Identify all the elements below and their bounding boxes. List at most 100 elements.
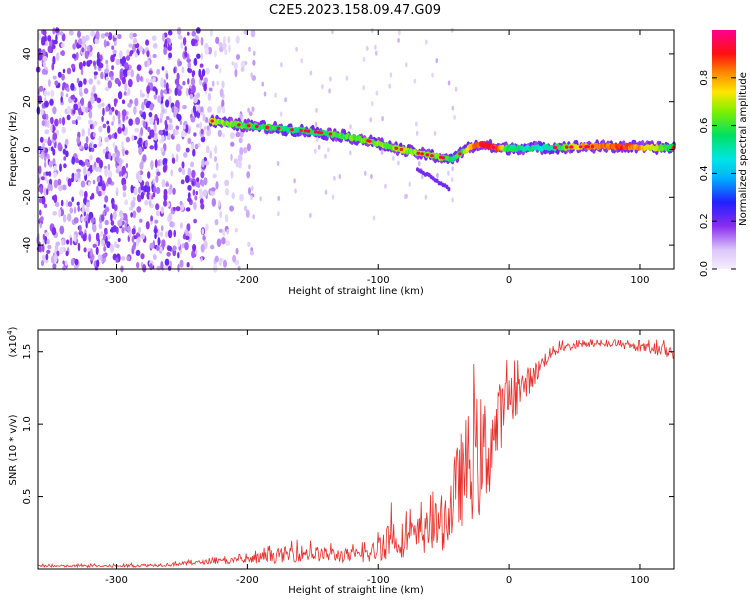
heatmap-cell: [128, 43, 133, 48]
heatmap-cell: [109, 243, 115, 253]
heatmap-cell: [327, 147, 330, 153]
heatmap-cell: [66, 87, 70, 92]
heatmap-cell: [47, 183, 52, 191]
heatmap-cell: [250, 29, 256, 38]
heatmap-cell: [58, 184, 63, 192]
heatmap-cell: [314, 121, 318, 127]
heatmap-cell: [40, 216, 44, 222]
heatmap-cell: [102, 183, 106, 191]
heatmap-cell: [108, 170, 113, 179]
heatmap-cell: [364, 170, 367, 176]
heatmap-cell: [388, 83, 392, 89]
heatmap-cell: [88, 181, 91, 186]
heatmap-cell: [70, 94, 76, 100]
heatmap-cell: [176, 113, 180, 120]
heatmap-cell: [316, 136, 319, 142]
heatmap-cell: [196, 177, 200, 183]
heatmap-cell: [155, 174, 159, 183]
heatmap-cell: [121, 99, 126, 105]
heatmap-cell: [136, 64, 142, 71]
heatmap-cell: [321, 84, 324, 90]
heatmap-cell: [176, 27, 182, 36]
heatmap-cell: [147, 59, 151, 67]
heatmap-cell: [148, 70, 153, 75]
heatmap-cell: [389, 72, 393, 78]
heatmap-cell: [246, 143, 251, 152]
heatmap-cell: [65, 199, 69, 208]
heatmap-cell: [175, 99, 180, 109]
heatmap-cell: [98, 62, 104, 69]
heatmap-cell: [102, 233, 107, 240]
heatmap-hotspot: [299, 128, 303, 133]
heatmap-cell: [41, 49, 46, 57]
heatmap-cell: [93, 74, 97, 80]
heatmap-cell: [41, 254, 46, 261]
heatmap-cell: [328, 88, 331, 94]
heatmap-cell: [73, 217, 79, 224]
heatmap-cell: [228, 44, 231, 53]
y-tick-label: -40: [22, 237, 33, 253]
heatmap-cell: [122, 184, 127, 191]
heatmap-cell: [131, 228, 136, 235]
heatmap-cell: [74, 264, 78, 269]
heatmap-cell: [218, 200, 221, 207]
heatmap-cell: [71, 63, 76, 69]
heatmap-cell: [72, 109, 76, 114]
heatmap-cell: [83, 78, 87, 85]
heatmap-cell: [164, 38, 168, 48]
heatmap-cell: [138, 46, 144, 52]
heatmap-cell: [87, 127, 91, 137]
heatmap-cell: [121, 177, 127, 186]
heatmap-cell: [81, 128, 85, 137]
heatmap-hotspot: [458, 152, 462, 156]
heatmap-cell: [54, 80, 59, 86]
heatmap-cell: [239, 193, 244, 202]
heatmap-cell: [219, 67, 222, 74]
heatmap-cell: [70, 258, 75, 266]
heatmap-cell: [222, 42, 227, 50]
heatmap-hotspot: [416, 151, 421, 155]
heatmap-cell: [73, 103, 78, 111]
heatmap-cell: [41, 243, 45, 253]
heatmap-cell: [135, 117, 140, 125]
heatmap-cell: [105, 76, 110, 81]
heatmap-cell: [200, 257, 203, 262]
heatmap-cell: [57, 178, 62, 186]
heatmap-cell: [185, 207, 191, 212]
heatmap-hotspot: [237, 123, 241, 127]
heatmap-cell: [159, 246, 163, 252]
heatmap-cell: [204, 117, 209, 123]
heatmap-cell: [78, 225, 82, 233]
heatmap-cell: [52, 211, 58, 216]
heatmap-cell: [210, 28, 213, 37]
heatmap-cell: [150, 129, 155, 138]
heatmap-cell: [146, 100, 152, 105]
heatmap-cell: [75, 119, 78, 126]
heatmap-cell: [77, 101, 81, 110]
heatmap-cell: [110, 76, 114, 81]
heatmap-cell: [180, 41, 184, 49]
heatmap-cell: [39, 136, 44, 143]
heatmap-cell: [40, 176, 45, 181]
heatmap-cell: [42, 142, 45, 147]
heatmap-cell: [60, 96, 63, 103]
heatmap-cell: [114, 145, 118, 154]
heatmap-cell: [185, 87, 189, 97]
heatmap-cell: [169, 184, 173, 190]
heatmap-cell: [165, 99, 170, 108]
heatmap-cell: [51, 62, 55, 71]
heatmap-cell: [447, 187, 451, 192]
heatmap-cell: [182, 81, 186, 86]
heatmap-cell: [136, 193, 142, 203]
heatmap-cell: [78, 80, 83, 88]
heatmap-cell: [96, 259, 100, 268]
heatmap-cell: [115, 58, 121, 66]
heatmap-cell: [160, 261, 164, 270]
heatmap-cell: [219, 228, 223, 233]
heatmap-cell: [90, 92, 94, 97]
heatmap-cell: [86, 213, 89, 220]
heatmap-cell: [132, 196, 136, 202]
heatmap-cell: [157, 159, 161, 167]
colorbar: 0.0 0.2 0.4 0.6 0.8 Normalized spectral ampl…: [699, 30, 749, 277]
snr-frame: [37, 329, 675, 570]
